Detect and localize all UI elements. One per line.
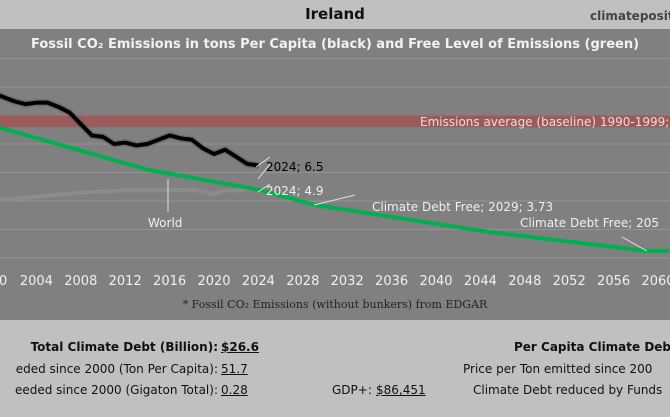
annotation-world: World <box>148 216 182 230</box>
gdp-label: GDP+: <box>332 383 372 397</box>
chart-title: Fossil CO₂ Emissions in tons Per Capita … <box>31 37 639 52</box>
x-tick-label: 0 <box>0 274 7 289</box>
x-tick-label: 2052 <box>553 274 586 289</box>
x-tick-label: 2004 <box>20 274 53 289</box>
series-line-world <box>0 186 259 203</box>
x-tick-label: 2056 <box>597 274 630 289</box>
brand-logo-text: climatepositi <box>590 9 670 23</box>
series-line-black <box>0 93 259 168</box>
annotation-debt-free-2059: Climate Debt Free; 205 <box>520 216 659 230</box>
exceeded-ton-value: 51.7 <box>221 362 248 376</box>
x-tick-label: 2028 <box>286 274 319 289</box>
country-title: Ireland <box>305 5 365 23</box>
annotation-leaders <box>167 156 648 252</box>
gdp-value: $86,451 <box>376 383 426 397</box>
x-tick-label: 2020 <box>197 274 230 289</box>
chart-footnote: * Fossil CO₂ Emissions (without bunkers)… <box>183 298 488 311</box>
annotation-leader-line <box>257 183 271 193</box>
emissions-chart: Fossil CO₂ Emissions in tons Per Capita … <box>0 29 670 320</box>
x-tick-label: 2044 <box>464 274 497 289</box>
header: Ireland climatepositi <box>0 0 670 29</box>
x-tick-label: 2012 <box>109 274 142 289</box>
baseline-band <box>0 115 670 128</box>
debt-reduced-label: Climate Debt reduced by Funds <box>473 383 663 397</box>
x-tick-label: 2040 <box>419 274 452 289</box>
annotation-world-end: 2024; 4.9 <box>266 184 323 198</box>
x-tick-label: 2060 <box>641 274 670 289</box>
annotation-leader-line <box>313 194 356 206</box>
annotation-debt-free-2029: Climate Debt Free; 2029; 3.73 <box>372 200 553 214</box>
x-tick-label: 2016 <box>153 274 186 289</box>
annotation-leader-line <box>621 236 648 252</box>
exceeded-gigaton-label: eeded since 2000 (Gigaton Total): <box>14 383 218 397</box>
exceeded-ton-label: eded since 2000 (Ton Per Capita): <box>15 362 218 376</box>
annotation-leader-line <box>255 156 271 168</box>
x-tick-label: 2036 <box>375 274 408 289</box>
annotation-leader-line <box>257 163 271 180</box>
x-tick-label: 2048 <box>508 274 541 289</box>
x-axis-ticks: 0 2004 2008 2012 2016 2020 2024 2028 2032 2036 204… <box>0 274 670 289</box>
per-capita-climate-debt-label: Per Capita Climate Deb <box>514 340 670 354</box>
total-climate-debt-value: $26.6 <box>221 340 259 354</box>
price-per-ton-label: Price per Ton emitted since 200 <box>463 362 653 376</box>
chart-background <box>0 29 670 320</box>
x-tick-label: 2024 <box>242 274 275 289</box>
x-tick-label: 2032 <box>331 274 364 289</box>
x-tick-label: 2008 <box>64 274 97 289</box>
total-climate-debt-label: Total Climate Debt (Billion): <box>30 340 218 354</box>
exceeded-gigaton-value: 0.28 <box>221 383 248 397</box>
baseline-label: Emissions average (baseline) 1990-1999; … <box>420 115 670 129</box>
annotation-black-end: 2024; 6.5 <box>266 160 323 174</box>
